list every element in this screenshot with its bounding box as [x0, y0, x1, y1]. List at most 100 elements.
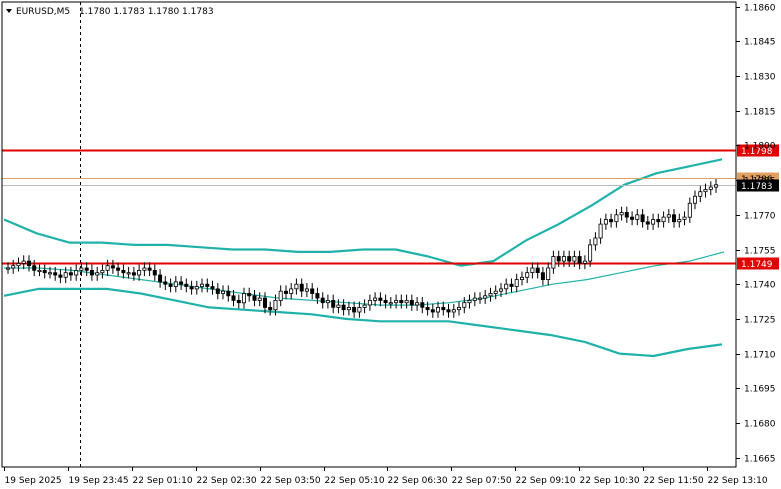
x-tick-label: 19 Sep 2025	[5, 476, 62, 486]
candle-body	[147, 267, 152, 271]
x-tick-label: 22 Sep 07:50	[452, 476, 512, 486]
candle	[572, 250, 577, 267]
candle	[116, 262, 121, 277]
bollinger-middle-line	[4, 251, 725, 306]
candle	[110, 259, 115, 274]
candle-body	[488, 293, 493, 297]
candle-body	[299, 283, 304, 292]
candle-body	[520, 276, 525, 280]
candle	[210, 280, 215, 295]
candle	[546, 262, 551, 286]
candle	[68, 266, 73, 281]
candle	[556, 250, 561, 267]
candle-body	[173, 281, 178, 287]
candle	[430, 303, 435, 318]
candle-body	[540, 272, 545, 281]
candle	[619, 206, 624, 221]
candle-body	[661, 216, 666, 223]
level-tag-box	[737, 144, 779, 157]
candle-body	[100, 269, 105, 274]
candle	[630, 211, 635, 226]
candle-body	[262, 297, 267, 308]
candle	[100, 264, 105, 279]
candle	[687, 197, 692, 223]
candle	[89, 264, 94, 281]
candle	[310, 283, 315, 300]
candle	[220, 285, 225, 300]
candle	[131, 266, 136, 281]
candle	[588, 239, 593, 267]
candle	[199, 278, 204, 293]
candle-body	[504, 283, 509, 290]
candle-body	[630, 216, 635, 220]
candle-body	[404, 299, 409, 304]
candles	[6, 179, 719, 318]
candle	[509, 278, 514, 293]
candle	[651, 213, 656, 230]
y-tick-label: 1.1680	[744, 420, 776, 430]
chart-header: EURUSD,M5 1.1780 1.1783 1.1780 1.1783	[6, 7, 214, 17]
candle-body	[362, 304, 367, 308]
candle-body	[68, 272, 73, 276]
candle-body	[152, 269, 157, 276]
x-tick-label: 22 Sep 02:30	[197, 476, 257, 486]
candle	[262, 292, 267, 314]
candle-body	[63, 272, 68, 278]
y-tick-label: 1.1800	[744, 142, 776, 152]
candle-body	[446, 309, 451, 313]
candle-body	[315, 293, 320, 299]
candle-body	[236, 299, 241, 304]
candle	[446, 303, 451, 318]
candle-body	[252, 295, 257, 301]
candle-body	[278, 290, 283, 301]
candle-body	[137, 269, 142, 276]
symbol-label: EURUSD,M5	[16, 7, 70, 17]
candle	[331, 294, 336, 314]
candle-body	[6, 267, 11, 270]
candle-body	[693, 195, 698, 204]
candle-body	[645, 221, 650, 225]
candle	[525, 266, 530, 284]
candle	[84, 262, 89, 277]
candle	[231, 290, 236, 307]
candle	[367, 294, 372, 311]
candle	[11, 259, 16, 274]
candle-body	[199, 283, 204, 287]
y-tick-label: 1.1740	[744, 281, 776, 291]
candle-body	[394, 299, 399, 304]
candle-body	[110, 265, 115, 269]
candle	[341, 299, 346, 316]
candle	[520, 271, 525, 286]
candle-body	[331, 299, 336, 308]
candle-body	[184, 283, 189, 287]
candle	[48, 266, 53, 279]
candle-body	[352, 306, 357, 313]
candle-body	[247, 293, 252, 297]
y-tick-label: 1.1725	[744, 316, 776, 326]
candle	[698, 185, 703, 203]
candle	[126, 266, 131, 279]
candle-body	[472, 297, 477, 301]
candle-body	[388, 302, 393, 305]
candle-body	[357, 306, 362, 313]
candle-body	[84, 267, 89, 271]
dropdown-arrow-icon[interactable]	[6, 9, 12, 13]
candle	[493, 285, 498, 300]
candle	[708, 181, 713, 196]
candle	[672, 209, 677, 228]
candle	[147, 262, 152, 277]
current-price-tag-label: 1.1783	[741, 182, 773, 192]
candle	[603, 213, 608, 230]
candle-body	[283, 290, 288, 294]
candle	[168, 278, 173, 293]
candle-body	[367, 299, 372, 306]
candle-body	[656, 219, 661, 223]
candle	[205, 278, 210, 293]
candle-body	[142, 267, 147, 271]
candle-body	[603, 219, 608, 225]
candle	[577, 250, 582, 270]
candle-body	[409, 299, 414, 306]
candle-body	[273, 299, 278, 311]
